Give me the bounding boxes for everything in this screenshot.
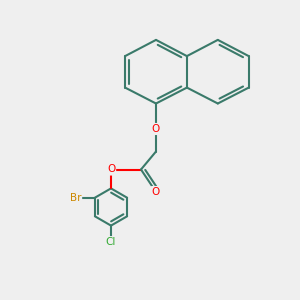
Text: Cl: Cl xyxy=(106,237,116,247)
Text: O: O xyxy=(107,164,115,175)
Text: O: O xyxy=(152,124,160,134)
Text: Br: Br xyxy=(70,193,81,203)
Text: O: O xyxy=(152,187,160,197)
